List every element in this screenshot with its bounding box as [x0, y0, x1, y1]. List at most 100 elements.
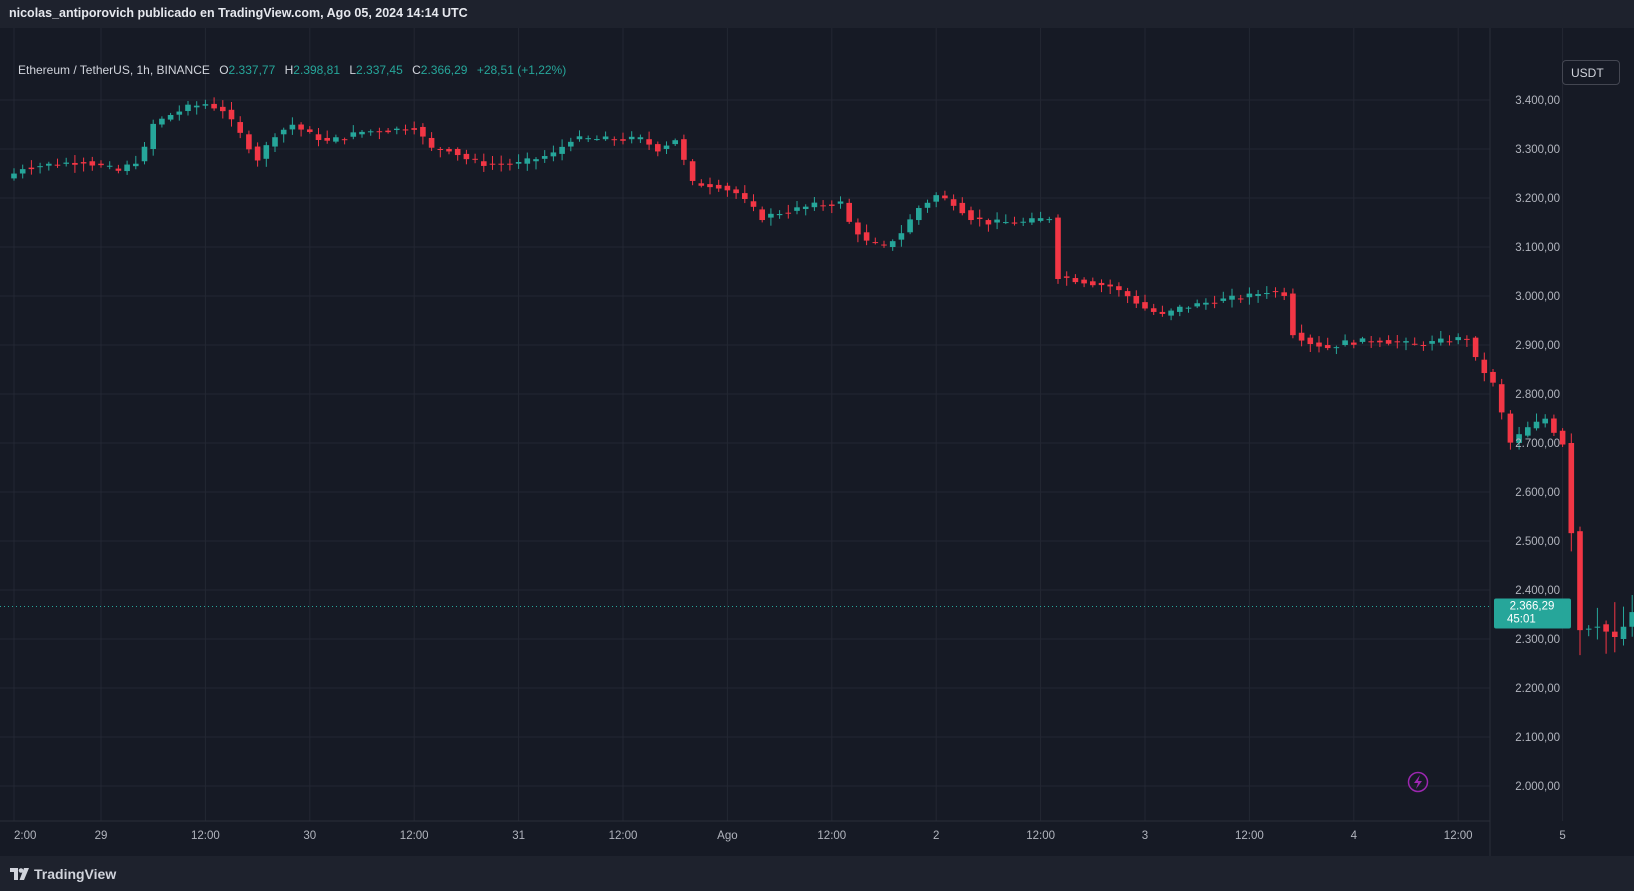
candle-body [124, 164, 130, 172]
candle-body [106, 165, 113, 167]
candle-body [98, 163, 104, 166]
candle-body [1342, 340, 1348, 345]
candle-body [1098, 282, 1105, 286]
y-tick-label: 2.700,00 [1515, 438, 1560, 450]
candle-body [1351, 342, 1357, 345]
candle-body [289, 124, 296, 130]
price-chart[interactable]: 3.400,00 3.300,00 3.200,00 3.100,00 3.000,00… [0, 28, 1634, 856]
candle-body [689, 161, 696, 181]
grid [0, 28, 1564, 821]
candle-body [1281, 292, 1287, 296]
candle-body [1490, 371, 1496, 383]
candle-body [968, 210, 974, 221]
candle-body [1446, 341, 1453, 343]
lightning-icon[interactable] [1407, 771, 1429, 793]
candle-body [594, 139, 600, 141]
candle-body [11, 173, 17, 179]
time-axis[interactable]: 2:00 29 12:00 30 12:00 31 12:00 Ago 12:00 2 12:00 3… [14, 830, 1634, 842]
candle-body [141, 146, 148, 162]
candles [11, 97, 1634, 656]
candle-body [280, 129, 287, 135]
candle-body [1377, 340, 1383, 343]
candle-body [846, 202, 852, 222]
candle-body [1533, 421, 1540, 429]
y-tick-label: 2.800,00 [1515, 389, 1560, 401]
y-tick-label: 3.300,00 [1515, 144, 1560, 156]
open-label: O [219, 63, 229, 77]
candle-body [1559, 430, 1566, 445]
footer-bar: TradingView [0, 856, 1634, 891]
candle-body [541, 156, 548, 159]
candle-body [367, 131, 374, 133]
candle-body [1185, 307, 1192, 309]
candle-body [1316, 342, 1322, 347]
candle-body [1133, 296, 1140, 304]
candle-body [498, 163, 504, 165]
candle-body [1307, 337, 1314, 345]
candle-body [28, 167, 35, 170]
x-tick-label: 12:00 [817, 830, 846, 842]
x-tick-label: 12:00 [1026, 830, 1055, 842]
candle-body [315, 134, 322, 141]
x-tick-label: 30 [303, 830, 316, 842]
publish-attribution: nicolas_antiporovich publicado en Tradin… [9, 6, 468, 20]
candle-body [698, 183, 705, 186]
x-tick-label: 12:00 [191, 830, 220, 842]
candle-body [394, 128, 400, 131]
candle-body [237, 122, 243, 133]
candle-body [1394, 341, 1401, 343]
x-tick-label: 12:00 [1235, 830, 1264, 842]
candle-body [1063, 276, 1070, 278]
symbol-name: Ethereum / TetherUS, 1h, BINANCE [18, 63, 210, 77]
candle-body [376, 131, 383, 133]
price-axis[interactable]: 3.400,00 3.300,00 3.200,00 3.100,00 3.000,00… [1515, 95, 1560, 793]
candle-body [202, 104, 209, 106]
candle-body [1081, 279, 1087, 284]
candle-body [472, 158, 478, 160]
candle-body [933, 195, 939, 202]
candle-body [133, 163, 139, 167]
candle-body [759, 209, 765, 221]
candle-body [1237, 298, 1244, 300]
candle-body [159, 118, 165, 125]
candle-body [515, 162, 522, 164]
candle-body [637, 137, 644, 140]
candle-body [568, 141, 574, 147]
candle-body [855, 222, 861, 235]
candle-body [655, 144, 661, 152]
price-tag-price: 2.366,29 [1510, 601, 1555, 613]
y-tick-label: 2.500,00 [1515, 536, 1560, 548]
candle-body [959, 202, 966, 214]
candle-body [829, 204, 835, 206]
candle-body [1472, 337, 1479, 358]
candle-body [185, 104, 191, 112]
x-tick-label: 3 [1142, 830, 1148, 842]
candle-body [176, 111, 183, 115]
x-tick-label: 2:00 [14, 830, 36, 842]
candle-body [1359, 338, 1366, 342]
candle-body [742, 193, 748, 199]
candle-body [994, 219, 1000, 223]
y-tick-label: 3.400,00 [1515, 95, 1560, 107]
candle-body [324, 137, 330, 141]
candle-body [1194, 303, 1200, 307]
candle-body [1368, 341, 1374, 343]
candle-body [428, 137, 435, 148]
candle-body [1011, 222, 1018, 224]
candle-body [1516, 434, 1522, 443]
currency-button[interactable]: USDT [1562, 60, 1620, 85]
candle-body [1090, 281, 1096, 286]
candle-body [811, 202, 818, 208]
candle-body [1124, 291, 1131, 297]
candle-body [1429, 341, 1435, 344]
candle-body [1072, 278, 1079, 283]
x-tick-label: 12:00 [609, 830, 638, 842]
candle-body [1498, 384, 1505, 413]
chart-area[interactable]: 3.400,00 3.300,00 3.200,00 3.100,00 3.000,00… [0, 28, 1634, 856]
tradingview-logo[interactable]: TradingView [10, 866, 116, 882]
candle-body [950, 199, 957, 206]
candle-body [1020, 221, 1026, 223]
candle-body [307, 129, 313, 132]
symbol-legend: Ethereum / TetherUS, 1h, BINANCE O2.337,… [18, 63, 566, 77]
candle-body [663, 145, 670, 149]
